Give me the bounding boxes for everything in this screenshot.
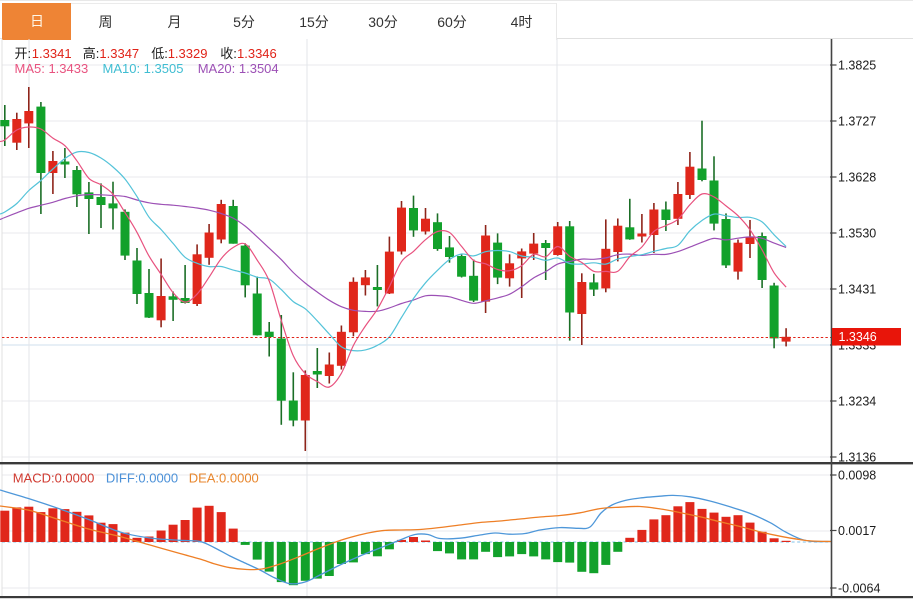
svg-text:开:: 开: — [15, 46, 32, 61]
svg-text:-0.0064: -0.0064 — [838, 581, 880, 595]
svg-text:1.3347: 1.3347 — [99, 46, 139, 61]
svg-text:MA10: 1.3505: MA10: 1.3505 — [103, 61, 184, 76]
svg-text:MA5: 1.3433: MA5: 1.3433 — [15, 61, 89, 76]
svg-text:低:: 低: — [151, 46, 168, 61]
svg-text:收:: 收: — [220, 46, 237, 61]
svg-text:1.3530: 1.3530 — [838, 226, 876, 240]
svg-text:1.3346: 1.3346 — [237, 46, 277, 61]
svg-text:DEA:0.0000: DEA:0.0000 — [189, 471, 259, 486]
svg-text:1.3329: 1.3329 — [168, 46, 208, 61]
svg-text:MA20: 1.3504: MA20: 1.3504 — [198, 61, 279, 76]
svg-text:0.0017: 0.0017 — [838, 524, 876, 538]
svg-text:1.3136: 1.3136 — [838, 450, 876, 464]
svg-text:DIFF:0.0000: DIFF:0.0000 — [106, 471, 178, 486]
svg-text:MACD:0.0000: MACD:0.0000 — [13, 471, 95, 486]
svg-text:1.3431: 1.3431 — [838, 282, 876, 296]
svg-text:1.3825: 1.3825 — [838, 58, 876, 72]
svg-text:1.3234: 1.3234 — [838, 394, 876, 408]
svg-text:1.3628: 1.3628 — [838, 170, 876, 184]
svg-text:0.0098: 0.0098 — [838, 468, 876, 482]
svg-text:1.3346: 1.3346 — [839, 330, 877, 344]
svg-text:1.3727: 1.3727 — [838, 114, 876, 128]
svg-text:1.3341: 1.3341 — [32, 46, 72, 61]
svg-text:高:: 高: — [83, 46, 100, 61]
